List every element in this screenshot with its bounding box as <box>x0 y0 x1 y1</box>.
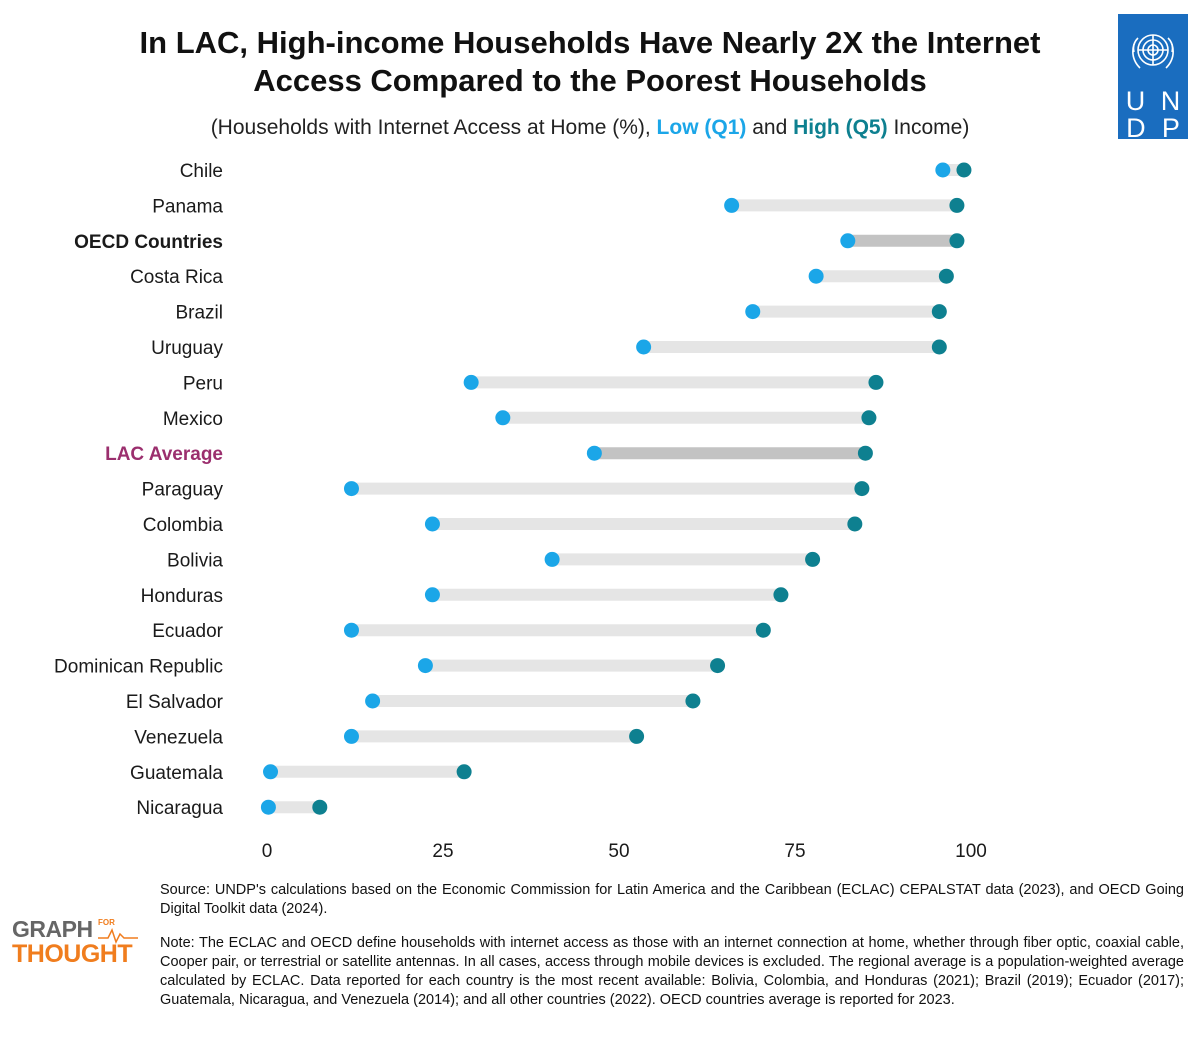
row-label-dominican-republic: Dominican Republic <box>54 657 223 678</box>
un-emblem-icon <box>1132 34 1174 69</box>
high-dot-ecuador <box>755 622 771 638</box>
low-dot-paraguay <box>343 481 359 497</box>
low-dot-brazil <box>745 304 761 320</box>
high-dot-guatemala <box>456 764 472 780</box>
row-label-colombia: Colombia <box>143 515 224 536</box>
undp-logo-letter-n: N <box>1160 86 1181 116</box>
chart-title: In LAC, High-income Households Have Near… <box>60 24 1120 100</box>
low-dot-peru <box>463 374 479 390</box>
row-label-ecuador: Ecuador <box>152 621 223 642</box>
low-dot-dominican-republic <box>417 658 433 674</box>
high-dot-chile <box>956 162 972 178</box>
row-label-venezuela: Venezuela <box>134 727 223 748</box>
row-label-peru: Peru <box>183 373 223 394</box>
low-dot-lac-average <box>586 445 602 461</box>
high-dot-mexico <box>861 410 877 426</box>
chart-title-line-1: In LAC, High-income Households Have Near… <box>139 25 1041 60</box>
chart-title-line-2: Access Compared to the Poorest Household… <box>253 63 927 98</box>
undp-logo-letter-d: D <box>1126 113 1146 143</box>
subtitle-high-label: High (Q5) <box>793 116 888 139</box>
low-dot-costa-rica <box>808 268 824 284</box>
high-dot-dominican-republic <box>710 658 726 674</box>
row-label-nicaragua: Nicaragua <box>136 798 223 819</box>
high-dot-oecd-countries <box>949 233 965 249</box>
subtitle-low-label: Low (Q1) <box>656 116 747 139</box>
low-dot-honduras <box>424 587 440 603</box>
high-dot-honduras <box>773 587 789 603</box>
row-label-oecd-countries: OECD Countries <box>74 232 223 253</box>
low-dot-guatemala <box>263 764 279 780</box>
high-dot-panama <box>949 197 965 213</box>
row-label-el-salvador: El Salvador <box>126 692 224 713</box>
chart-subtitle: (Households with Internet Access at Home… <box>60 116 1120 140</box>
low-dot-nicaragua <box>260 799 276 815</box>
row-label-chile: Chile <box>180 161 223 182</box>
low-dot-mexico <box>495 410 511 426</box>
row-label-panama: Panama <box>152 196 223 217</box>
x-tick-label-75: 75 <box>784 841 805 862</box>
high-dot-brazil <box>931 304 947 320</box>
low-dot-chile <box>935 162 951 178</box>
low-dot-venezuela <box>343 728 359 744</box>
low-dot-el-salvador <box>365 693 381 709</box>
high-dot-el-salvador <box>685 693 701 709</box>
high-dot-costa-rica <box>938 268 954 284</box>
high-dot-bolivia <box>805 551 821 567</box>
undp-logo-letter-u: U <box>1125 86 1146 116</box>
undp-logo-row-2: D P <box>1118 113 1188 144</box>
x-tick-label-50: 50 <box>608 841 629 862</box>
low-dot-colombia <box>424 516 440 532</box>
subtitle-suffix: Income) <box>893 116 970 139</box>
brand-line-2: THOUGHT <box>12 940 133 968</box>
row-label-paraguay: Paraguay <box>142 480 224 501</box>
high-dot-uruguay <box>931 339 947 355</box>
x-tick-label-100: 100 <box>955 841 987 862</box>
low-dot-uruguay <box>636 339 652 355</box>
high-dot-venezuela <box>629 728 645 744</box>
low-dot-oecd-countries <box>840 233 856 249</box>
undp-logo-row-1: U N <box>1118 86 1188 117</box>
row-label-mexico: Mexico <box>163 409 223 430</box>
pulse-line-icon <box>98 928 138 944</box>
x-tick-label-25: 25 <box>432 841 453 862</box>
subtitle-and: and <box>752 116 788 139</box>
undp-logo: U N D P <box>1118 14 1188 143</box>
row-label-honduras: Honduras <box>141 586 223 607</box>
row-label-lac-average: LAC Average <box>105 444 223 465</box>
undp-logo-letter-p: P <box>1161 113 1180 143</box>
brand-line-1: GRAPH <box>12 916 93 942</box>
row-label-brazil: Brazil <box>175 303 223 324</box>
high-dot-peru <box>868 374 884 390</box>
low-dot-ecuador <box>343 622 359 638</box>
methodology-note: Note: The ECLAC and OECD define househol… <box>160 935 1184 1008</box>
brand-for: FOR <box>98 918 115 927</box>
row-label-bolivia: Bolivia <box>167 550 223 571</box>
low-dot-panama <box>724 197 740 213</box>
x-tick-label-0: 0 <box>262 841 273 862</box>
high-dot-colombia <box>847 516 863 532</box>
row-label-costa-rica: Costa Rica <box>130 267 223 288</box>
high-dot-lac-average <box>857 445 873 461</box>
row-label-uruguay: Uruguay <box>151 338 223 359</box>
dumbbell-chart: Chile Panama OECD Countries Costa Rica Brazi… <box>54 161 987 862</box>
source-note: Source: UNDP's calculations based on the… <box>160 882 1184 917</box>
graph-for-thought-logo: GRAPH FOR THOUGHT <box>12 916 152 972</box>
low-dot-bolivia <box>544 551 560 567</box>
subtitle-prefix: (Households with Internet Access at Home… <box>210 116 651 139</box>
high-dot-nicaragua <box>312 799 328 815</box>
row-label-guatemala: Guatemala <box>130 763 223 784</box>
high-dot-paraguay <box>854 481 870 497</box>
